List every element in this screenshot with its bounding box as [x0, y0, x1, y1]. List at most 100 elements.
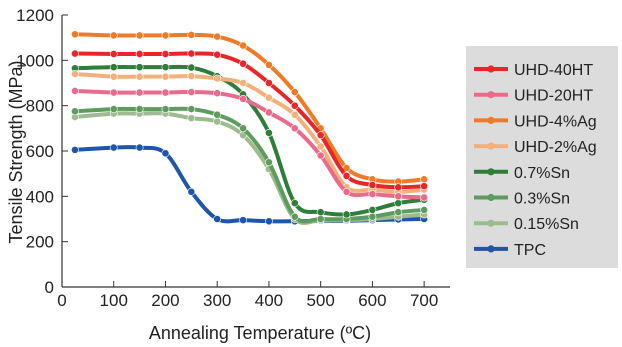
- legend-label: UHD-4%Ag: [514, 113, 597, 130]
- series-0-3-sn: [71, 105, 429, 224]
- data-point: [71, 70, 79, 78]
- data-point: [342, 172, 351, 180]
- data-point: [109, 143, 118, 152]
- legend-label: UHD-20HT: [514, 88, 593, 105]
- legend-marker: [487, 91, 495, 99]
- data-point: [71, 145, 79, 154]
- legend-marker: [487, 219, 495, 227]
- data-point: [239, 124, 247, 133]
- data-point: [265, 93, 273, 102]
- data-point: [161, 31, 170, 40]
- data-point: [109, 105, 118, 113]
- legend-item: UHD-40HT: [474, 62, 593, 79]
- y-tick-label: 1000: [16, 51, 54, 70]
- data-point: [368, 206, 377, 214]
- axes: 0 200 400 600 800 1000 1200 0 100 200 300 400 500 600…: [16, 6, 450, 310]
- data-point: [316, 208, 325, 217]
- y-tick-label: 1200: [16, 6, 54, 25]
- data-point: [71, 49, 79, 58]
- series-line: [72, 51, 427, 190]
- data-point: [109, 72, 118, 81]
- legend-label: 0.15%Sn: [514, 216, 579, 233]
- data-point: [239, 59, 247, 68]
- x-tick-label: 500: [306, 291, 334, 310]
- data-point: [135, 72, 144, 81]
- data-point: [161, 63, 170, 72]
- data-point: [290, 88, 299, 96]
- y-tick-label: 200: [26, 233, 54, 252]
- data-point: [342, 210, 351, 219]
- data-point: [161, 50, 170, 58]
- data-point: [213, 74, 222, 83]
- data-point: [135, 105, 144, 113]
- data-point: [187, 72, 196, 81]
- data-point: [316, 142, 325, 151]
- data-point: [290, 199, 299, 208]
- legend-label: TPC: [514, 242, 546, 259]
- data-point: [394, 183, 403, 192]
- legend-marker: [487, 65, 495, 73]
- x-axis-label: Annealing Temperature (ºC): [149, 323, 371, 343]
- data-point: [135, 143, 144, 152]
- data-point: [135, 88, 144, 97]
- y-tick-label: 0: [45, 278, 54, 297]
- data-point: [368, 190, 377, 198]
- data-point: [161, 149, 170, 158]
- data-point: [368, 181, 377, 189]
- data-point: [239, 79, 247, 87]
- legend-item: UHD-4%Ag: [474, 113, 597, 130]
- legend-label: 0.3%Sn: [514, 191, 570, 208]
- data-point: [239, 216, 247, 225]
- data-point: [342, 164, 351, 172]
- data-point: [135, 31, 144, 40]
- legend-marker: [487, 142, 495, 150]
- x-tick-label: 0: [57, 291, 66, 310]
- data-point: [394, 192, 403, 201]
- series-uhd-2-ag: [71, 70, 429, 196]
- data-point: [316, 151, 325, 160]
- data-point: [187, 31, 196, 39]
- legend-item: 0.7%Sn: [474, 165, 570, 182]
- data-point: [265, 158, 273, 167]
- data-point: [420, 193, 429, 202]
- data-point: [290, 124, 299, 133]
- legend-marker: [487, 193, 495, 202]
- data-point: [342, 187, 351, 196]
- legend-marker: [487, 245, 495, 253]
- legend-item: 0.3%Sn: [474, 191, 570, 208]
- data-point: [316, 215, 325, 223]
- data-point: [109, 31, 118, 40]
- data-point: [420, 206, 429, 214]
- data-point: [109, 88, 118, 97]
- legend-item: UHD-20HT: [474, 88, 593, 105]
- series-uhd-40ht: [71, 49, 429, 192]
- legend-marker: [487, 168, 495, 176]
- x-tick-label: 400: [255, 291, 283, 310]
- legend-box: [466, 46, 618, 268]
- data-point: [135, 63, 144, 72]
- data-point: [290, 110, 299, 119]
- data-point: [213, 89, 222, 98]
- data-point: [213, 215, 222, 223]
- data-point: [187, 105, 196, 113]
- data-point: [265, 79, 273, 87]
- series-line: [72, 106, 427, 224]
- data-point: [420, 182, 429, 191]
- data-point: [420, 175, 429, 184]
- data-point: [394, 208, 403, 217]
- data-point: [265, 108, 273, 117]
- data-point: [71, 87, 79, 95]
- legend-item: TPC: [474, 242, 546, 259]
- data-point: [213, 32, 222, 41]
- data-point: [265, 60, 273, 69]
- y-tick-label: 600: [26, 142, 54, 161]
- data-point: [109, 63, 118, 72]
- x-tick-label: 700: [410, 291, 438, 310]
- legend: UHD-40HT UHD-20HT UHD-4%Ag UHD-2%Ag 0.7%Sn 0.…: [466, 46, 618, 268]
- data-point: [213, 50, 222, 59]
- data-point: [161, 72, 170, 81]
- data-point: [71, 107, 79, 116]
- x-tick-label: 100: [100, 291, 128, 310]
- data-point: [290, 212, 299, 221]
